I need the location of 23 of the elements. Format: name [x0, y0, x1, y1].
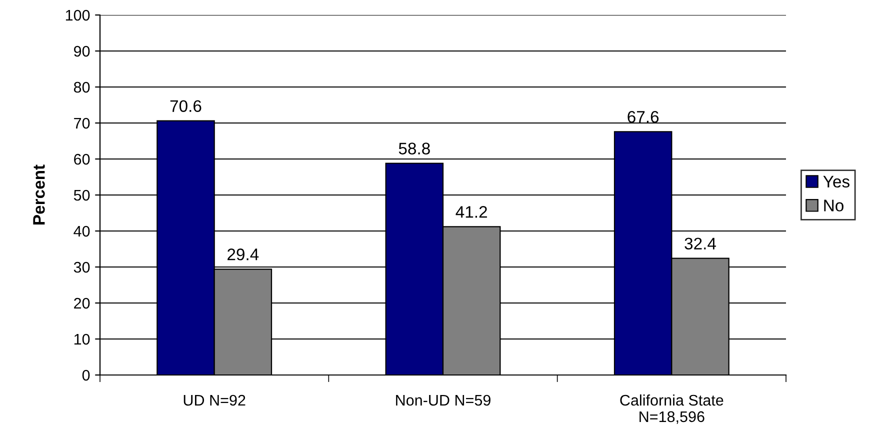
y-tick-label: 20: [74, 298, 90, 309]
x-tick-label: Non-UD N=59: [396, 394, 490, 406]
y-tick-label: 40: [74, 226, 90, 237]
y-tick-label: 10: [74, 334, 90, 345]
y-tick-label: 0: [82, 370, 90, 381]
data-label: 29.4: [228, 248, 259, 260]
y-tick-label: 30: [74, 262, 90, 273]
data-label: 67.6: [628, 110, 659, 123]
x-tick-label: California State N=18,596: [620, 394, 724, 424]
legend-label: No: [824, 200, 844, 212]
y-tick-label: 70: [74, 118, 90, 129]
y-tick-label: 80: [74, 82, 90, 93]
data-label: 58.8: [398, 142, 430, 154]
legend-label: Yes: [823, 176, 850, 188]
data-label: 70.6: [170, 100, 202, 112]
y-axis-title: Percent: [33, 164, 45, 224]
y-tick-label: 90: [74, 46, 90, 57]
y-tick-label: 60: [74, 154, 90, 165]
y-tick-label: 100: [66, 10, 90, 21]
data-label: 41.2: [456, 206, 487, 218]
y-tick-label: 50: [74, 190, 90, 201]
x-tick-label: UD N=92: [184, 394, 246, 406]
data-label: 32.4: [684, 238, 716, 250]
